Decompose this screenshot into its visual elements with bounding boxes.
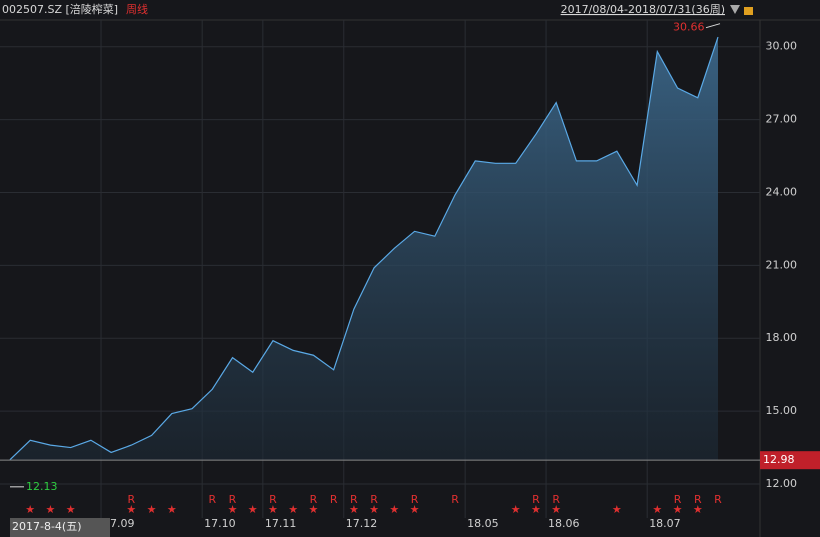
event-star: ★ [410,503,420,516]
event-r: R [674,493,682,506]
period[interactable]: 周线 [126,2,148,16]
event-r: R [532,493,540,506]
event-r: R [350,493,358,506]
event-star: ★ [147,503,157,516]
y-tick-label: 27.00 [766,113,798,126]
area [10,37,718,461]
cursor-date-box [10,518,110,537]
y-tick-label: 21.00 [766,258,798,271]
y-tick-label: 15.00 [766,404,798,417]
event-star: ★ [531,503,541,516]
event-r: R [310,493,318,506]
event-star: ★ [612,503,622,516]
date-range[interactable]: 2017/08/04-2018/07/31(36周) [561,3,725,16]
event-star: ★ [288,503,298,516]
event-star: ★ [248,503,258,516]
lock-icon[interactable] [744,7,753,15]
event-r: R [552,493,560,506]
event-star: ★ [349,503,359,516]
x-tick-label: 17.09 [103,517,134,530]
event-r: R [451,493,459,506]
event-star: ★ [228,503,238,516]
event-star: ★ [652,503,662,516]
event-star: ★ [268,503,278,516]
y-tick-label: 24.00 [766,185,798,198]
event-star: ★ [511,503,521,516]
event-r: R [229,493,237,506]
event-star: ★ [167,503,177,516]
event-star: ★ [369,503,379,516]
event-star: ★ [693,503,703,516]
event-star: ★ [126,503,136,516]
y-tick-label: 12.00 [766,477,798,490]
event-star: ★ [66,503,76,516]
dropdown-icon[interactable] [730,5,740,14]
x-tick-label: 17.10 [204,517,236,530]
price-line [9,36,719,461]
x-tick-label: 18.05 [467,517,499,530]
event-star: ★ [551,503,561,516]
event-r: R [128,493,136,506]
y-tick-label: 30.00 [766,40,798,53]
event-r: R [694,493,702,506]
x-tick-label: 17.12 [346,517,378,530]
low-label: 12.13 [26,480,58,493]
event-r: R [370,493,378,506]
y-tick-label: 18.00 [766,331,798,344]
cursor-date: 2017-8-4(五) [12,520,82,533]
x-tick-label: 17.11 [265,517,297,530]
event-r: R [269,493,277,506]
event-r: R [714,493,722,506]
event-r: R [208,493,216,506]
last-price-label: 12.98 [763,453,795,466]
x-tick-label: 18.06 [548,517,580,530]
event-r: R [411,493,419,506]
last-price-box [760,451,820,470]
event-star: ★ [308,503,318,516]
event-star: ★ [673,503,683,516]
event-r: R [330,493,338,506]
stock-code: 002507.SZ [涪陵榨菜] [2,2,118,16]
event-star: ★ [46,503,56,516]
event-star: ★ [389,503,399,516]
event-star: ★ [25,503,35,516]
high-label: 30.66 [673,21,705,34]
x-tick-label: 18.07 [649,517,681,530]
high-arrow [705,23,721,29]
